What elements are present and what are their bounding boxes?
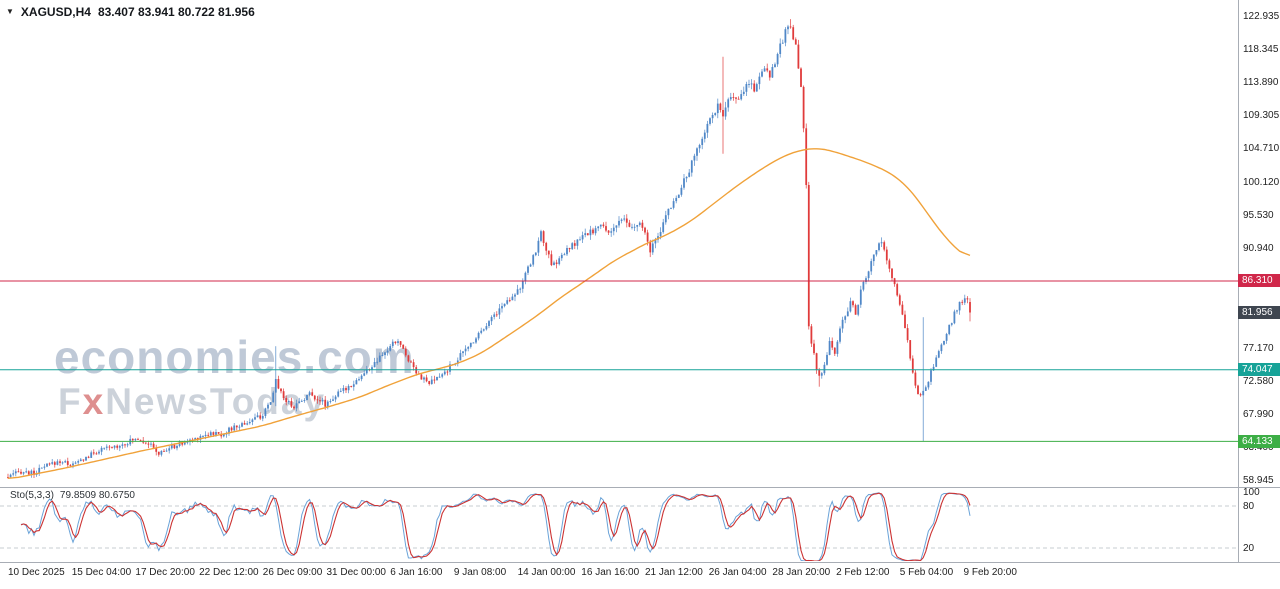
stoch-axis-label: 80 [1243, 500, 1255, 512]
price-axis-label: 58.945 [1243, 475, 1274, 487]
price-axis-label: 113.890 [1243, 76, 1279, 88]
time-axis-label: 26 Dec 09:00 [262, 567, 323, 578]
time-axis-label: 21 Jan 12:00 [645, 567, 703, 578]
time-axis-label: 14 Jan 00:00 [517, 567, 576, 578]
watermark-rest: NewsToday [105, 381, 327, 422]
time-axis-label: 5 Feb 04:00 [899, 567, 954, 578]
stoch-axis-label: 20 [1243, 542, 1255, 554]
price-badge-support-1: 74.047 [1238, 363, 1280, 377]
indicator-name: Sto(5,3,3) [10, 490, 54, 501]
time-axis-label: 31 Dec 00:00 [326, 567, 387, 578]
symbol-dropdown-icon[interactable]: ▼ [6, 7, 14, 16]
price-pane[interactable] [7, 19, 971, 479]
price-axis-label: 77.170 [1243, 342, 1274, 354]
indicator-values: 79.8509 80.6750 [59, 490, 135, 501]
moving-average-line [7, 148, 971, 479]
time-axis-label: 6 Jan 16:00 [390, 567, 443, 578]
price-badge-support-2: 64.133 [1238, 434, 1280, 448]
time-axis-label: 15 Dec 04:00 [71, 567, 132, 578]
time-axis-label: 17 Dec 20:00 [135, 567, 195, 578]
price-axis-label: 90.940 [1243, 242, 1274, 254]
watermark-fxnewstoday: FxNewsToday [58, 381, 326, 423]
price-badge-resistance: 86.310 [1238, 274, 1280, 288]
stochastic-signal-line [20, 492, 971, 561]
price-axis-label: 100.120 [1243, 176, 1280, 188]
symbol-name: XAGUSD,H4 [20, 5, 91, 19]
stochastic-label: Sto(5,3,3) 79.8509 80.6750 [10, 490, 135, 501]
chart-symbol-title: ▼ XAGUSD,H4 83.407 83.941 80.722 81.956 [6, 5, 255, 19]
time-axis-label: 28 Jan 20:00 [772, 567, 831, 578]
price-axis-label: 67.990 [1243, 409, 1274, 421]
time-axis-label: 10 Dec 2025 [8, 567, 65, 578]
price-axis-label: 104.710 [1243, 143, 1280, 155]
price-axis-label: 109.305 [1243, 110, 1280, 122]
price-axis-label: 72.580 [1243, 375, 1274, 387]
stochastic-main-line [20, 492, 971, 561]
time-axis-label: 16 Jan 16:00 [581, 567, 640, 578]
stochastic-pane[interactable] [0, 492, 1238, 562]
watermark-f: F [58, 381, 83, 422]
symbol-ohlc-values: 83.407 83.941 80.722 81.956 [97, 5, 255, 19]
time-axis-label: 2 Feb 12:00 [836, 567, 890, 578]
time-axis-label: 9 Feb 20:00 [963, 567, 1017, 578]
price-badge-current-price: 81.956 [1238, 305, 1280, 319]
price-axis-label: 95.530 [1243, 209, 1274, 221]
price-axis-label: 122.935 [1243, 10, 1280, 22]
watermark-x: x [82, 381, 106, 422]
watermark-economies: economies.com [54, 331, 415, 383]
time-axis-label: 26 Jan 04:00 [708, 567, 767, 578]
price-axis-label: 118.345 [1243, 43, 1279, 55]
time-axis-label: 9 Jan 08:00 [453, 567, 507, 578]
time-axis-label: 22 Dec 12:00 [199, 567, 259, 578]
stoch-axis-label: 100 [1243, 486, 1260, 498]
